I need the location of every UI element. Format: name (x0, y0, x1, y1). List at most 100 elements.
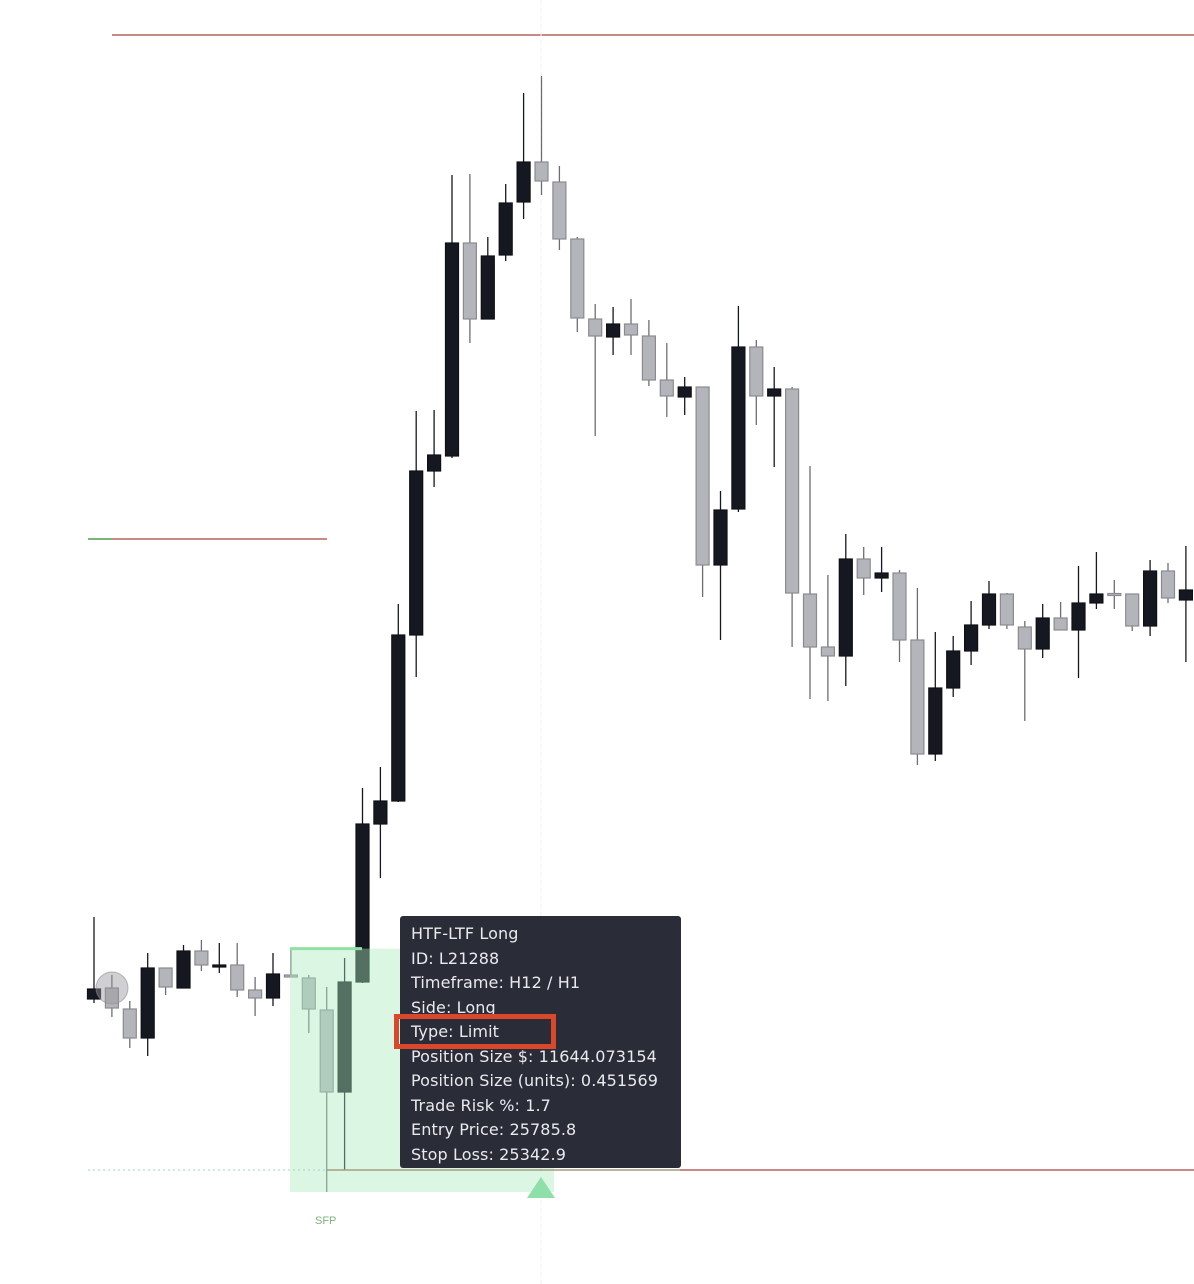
tooltip-side: Side: Long (411, 997, 496, 1017)
candle-body (767, 388, 782, 397)
candle (337, 958, 352, 1170)
candle (749, 340, 764, 425)
candle (86, 917, 102, 1003)
candle-body (874, 572, 889, 579)
candle-body (605, 323, 621, 338)
candle (104, 975, 120, 1017)
candle (802, 466, 818, 699)
candle-body (999, 593, 1015, 626)
candle-body (104, 987, 120, 1009)
candle (838, 534, 853, 686)
candle (265, 953, 281, 1006)
candle (552, 166, 567, 250)
candle-body (283, 974, 298, 978)
candle (695, 386, 710, 597)
candle-body (784, 388, 800, 594)
candle (319, 987, 334, 1192)
candle-body (462, 242, 477, 320)
candle-body (641, 335, 657, 381)
candle (248, 977, 263, 1016)
tooltip-entry-price: Entry Price: 25785.8 (411, 1120, 577, 1139)
candle-body (802, 593, 818, 648)
candle (230, 943, 245, 997)
candle-body (623, 323, 639, 336)
candle (605, 307, 621, 355)
candle (963, 601, 979, 665)
candle-body (820, 646, 836, 657)
candle-body (1053, 617, 1068, 631)
candle-body (1107, 592, 1122, 597)
candle (910, 588, 925, 765)
candle-body (301, 977, 316, 1010)
candle-body (516, 161, 531, 203)
candle (928, 632, 943, 761)
candle-body (122, 1008, 137, 1039)
candle-body (570, 238, 585, 319)
sfp-label: SFP (315, 1215, 337, 1227)
candle (1142, 560, 1158, 636)
candle (1053, 602, 1068, 631)
candle-body (1071, 602, 1086, 631)
candle-body (677, 386, 692, 398)
candle-body (946, 650, 961, 689)
candle (158, 967, 173, 995)
candle (409, 411, 424, 677)
candle-body (194, 950, 209, 966)
candle-body (856, 558, 871, 579)
candle (444, 175, 460, 458)
candle-body (1125, 593, 1140, 627)
candle (1089, 552, 1104, 609)
candle-body (498, 202, 513, 256)
candle-body (1142, 570, 1158, 627)
candle-body (552, 181, 567, 240)
candle (588, 304, 603, 436)
tooltip-stop-loss: Stop Loss: 25342.9 (411, 1144, 566, 1164)
candle (176, 945, 191, 989)
candle (355, 788, 370, 983)
candle (212, 943, 227, 973)
trade-tooltip: HTF-LTF Long ID: L21288 Timeframe: H12 /… (400, 916, 681, 1168)
candle-body (373, 800, 388, 825)
type-highlight-box (394, 1014, 556, 1049)
candle-body (230, 964, 245, 991)
candle (1125, 593, 1140, 631)
candle-body (319, 1009, 334, 1093)
candle (498, 184, 513, 261)
candle (140, 953, 155, 1056)
candle-body (86, 988, 102, 1000)
candle-body (176, 950, 191, 989)
candle (427, 410, 442, 487)
candle (946, 636, 961, 697)
candle-body (534, 161, 549, 182)
candle-body (892, 572, 907, 641)
candle-body (713, 509, 728, 566)
marker-circle (95, 971, 129, 1005)
candle-body (928, 687, 943, 755)
candle-body (265, 973, 281, 999)
candle (767, 367, 782, 467)
candle (283, 950, 298, 978)
candle-body (981, 593, 997, 626)
candle (820, 575, 836, 701)
candle (373, 767, 388, 878)
candle (677, 377, 692, 415)
candle-body (1017, 626, 1032, 650)
tooltip-position-size-usd: Position Size $: 11644.073154 (411, 1046, 657, 1066)
tooltip-position-size-units: Position Size (units): 0.451569 (411, 1071, 659, 1090)
candle-body (409, 470, 424, 636)
candle (194, 940, 209, 971)
candle (731, 306, 746, 512)
candle-body (1035, 617, 1050, 650)
candle-body (480, 255, 495, 320)
price-levels (88, 0, 1194, 1284)
candle-body (910, 639, 925, 755)
candle-body (444, 242, 460, 457)
candle (1071, 566, 1086, 678)
candle-body (391, 634, 406, 802)
candle (570, 237, 585, 332)
candle (641, 320, 657, 386)
candle-body (749, 346, 764, 397)
candle-body (659, 379, 674, 397)
candle (391, 604, 406, 802)
candle (301, 975, 316, 1033)
